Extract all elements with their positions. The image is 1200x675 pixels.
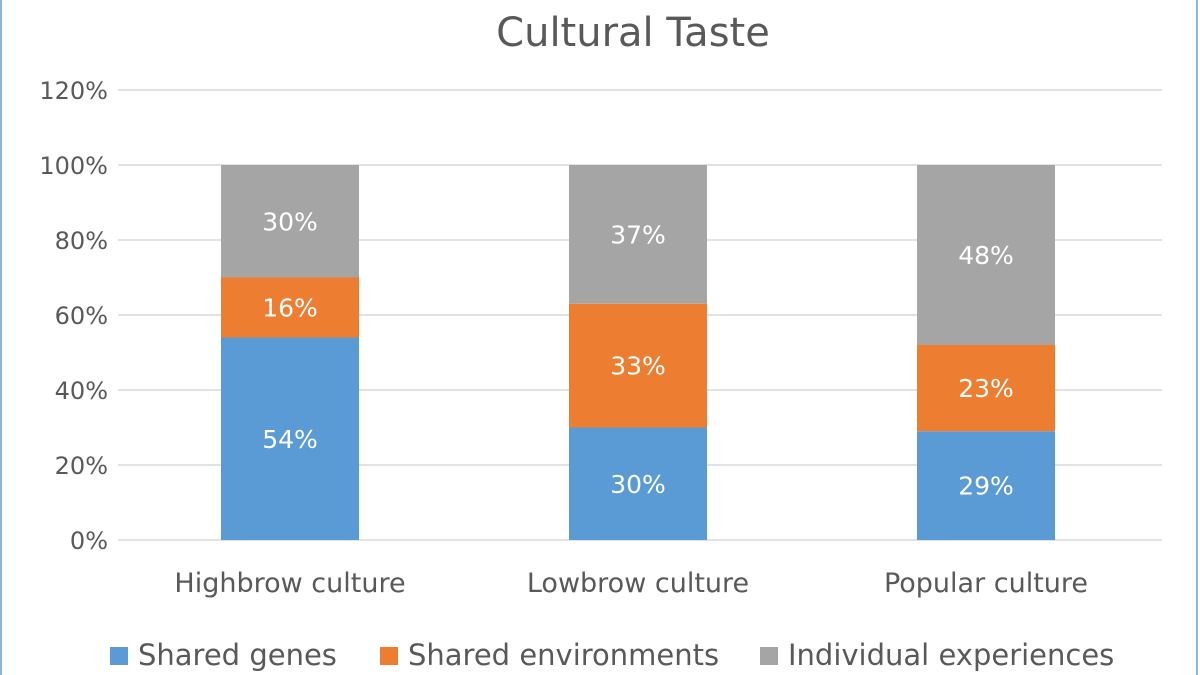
x-tick-label: Lowbrow culture xyxy=(527,568,749,599)
legend-swatch xyxy=(110,647,128,665)
y-tick-label: 0% xyxy=(70,527,108,555)
y-tick-label: 40% xyxy=(55,377,108,405)
data-label: 48% xyxy=(958,241,1014,270)
x-tick-label: Popular culture xyxy=(884,568,1088,599)
bar-segment xyxy=(917,431,1055,540)
y-tick-label: 120% xyxy=(39,77,108,105)
bar-segment xyxy=(917,165,1055,345)
legend-label: Shared genes xyxy=(138,638,337,672)
y-tick-label: 60% xyxy=(55,302,108,330)
data-label: 16% xyxy=(262,294,318,323)
x-axis-ticks: Highbrow culture Lowbrow culture Popular c… xyxy=(174,568,1088,599)
bars xyxy=(221,165,1055,540)
y-axis-ticks: 0% 20% 40% 60% 80% 100% 120% xyxy=(39,77,108,555)
legend-label: Shared environments xyxy=(408,638,719,672)
data-labels: 54% 16% 30% 30% 33% 37% 29% 23% 48% xyxy=(262,207,1014,500)
bar-segment xyxy=(221,337,359,540)
bar-segment xyxy=(221,165,359,278)
y-tick-label: 20% xyxy=(55,452,108,480)
bar-segment xyxy=(221,277,359,338)
legend-label: Individual experiences xyxy=(788,638,1114,672)
data-label: 23% xyxy=(958,374,1014,403)
bar-segment xyxy=(569,303,707,428)
legend: Shared genes Shared environments Individua… xyxy=(110,638,1114,672)
data-label: 54% xyxy=(262,425,318,454)
data-label: 30% xyxy=(262,207,318,236)
bar-segment xyxy=(917,345,1055,432)
chart-title: Cultural Taste xyxy=(496,10,770,56)
x-tick-label: Highbrow culture xyxy=(174,568,405,599)
bar-segment xyxy=(569,165,707,304)
bar-segment xyxy=(569,427,707,540)
data-label: 30% xyxy=(610,470,666,499)
data-label: 37% xyxy=(610,220,666,249)
y-tick-label: 80% xyxy=(55,227,108,255)
y-tick-label: 100% xyxy=(39,152,108,180)
data-label: 33% xyxy=(610,352,666,381)
legend-swatch xyxy=(380,647,398,665)
legend-swatch xyxy=(760,647,778,665)
data-label: 29% xyxy=(958,472,1014,501)
